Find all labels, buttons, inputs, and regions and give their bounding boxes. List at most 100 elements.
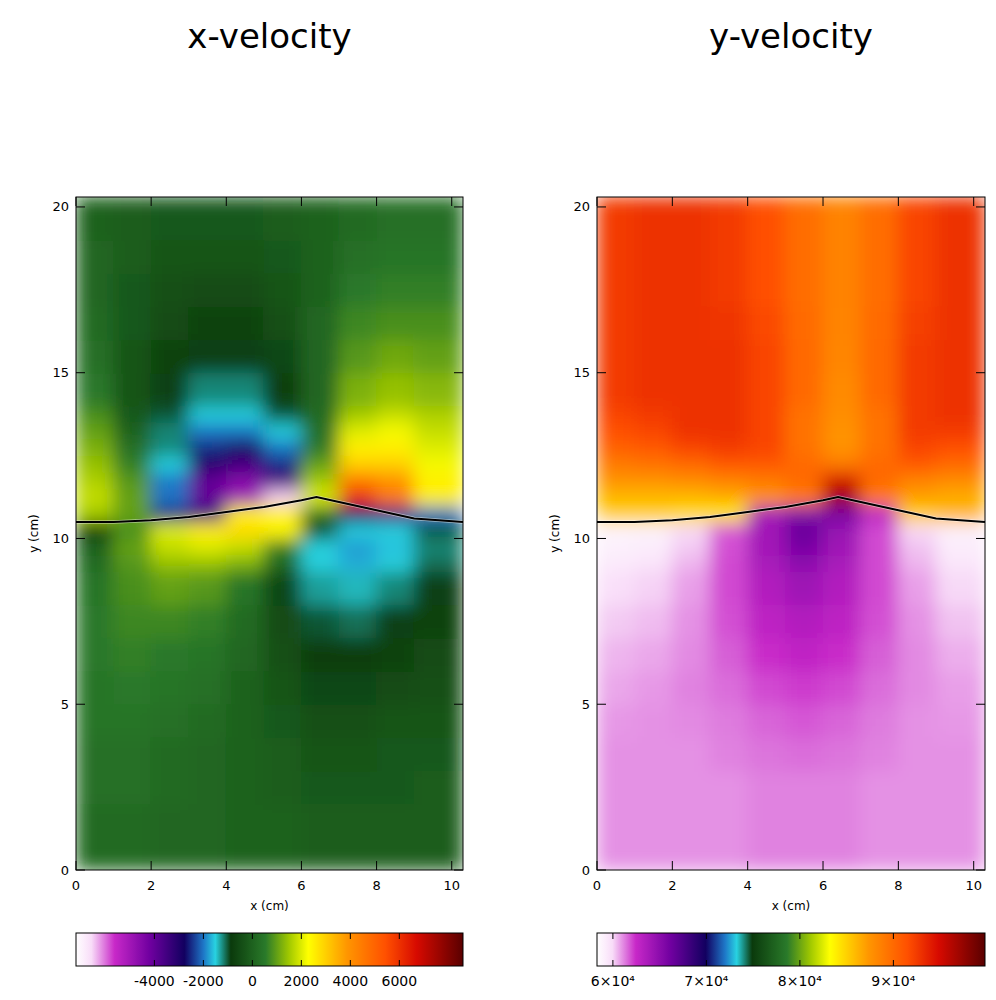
cell <box>936 637 985 671</box>
cell <box>860 439 899 457</box>
cell <box>414 671 463 705</box>
cell <box>860 770 899 804</box>
cell <box>823 339 862 373</box>
cell <box>376 704 415 738</box>
cell <box>188 273 227 307</box>
cell <box>339 455 378 473</box>
cell <box>860 538 899 556</box>
cell <box>672 704 711 738</box>
cell <box>151 372 190 406</box>
cell <box>263 273 302 307</box>
cell <box>226 836 265 870</box>
cell <box>188 521 227 539</box>
cell <box>936 439 985 457</box>
cell <box>414 273 463 307</box>
cell <box>151 422 190 440</box>
cell <box>376 240 415 274</box>
cell <box>113 637 152 671</box>
cell <box>710 439 749 457</box>
y-tick-label: 0 <box>61 863 69 878</box>
cell <box>823 439 862 457</box>
cell <box>113 555 152 573</box>
cell <box>898 472 937 490</box>
y-tick-label: 20 <box>573 199 590 214</box>
cell <box>747 803 786 837</box>
cell <box>785 571 824 605</box>
cell <box>339 555 378 573</box>
cell <box>710 704 749 738</box>
cell <box>414 538 463 556</box>
cell <box>76 737 114 771</box>
cell <box>414 704 463 738</box>
cell <box>898 637 937 671</box>
cell <box>823 836 862 870</box>
cell <box>151 836 190 870</box>
cell <box>860 704 899 738</box>
y-tick-label: 10 <box>573 531 590 546</box>
cell <box>936 836 985 870</box>
cell <box>710 273 749 307</box>
cell <box>414 604 463 638</box>
colorbar-tick-label: -4000 <box>134 973 175 989</box>
y-tick <box>76 870 85 871</box>
cell <box>151 604 190 638</box>
cell <box>823 372 862 406</box>
colorbar-tick <box>301 933 302 939</box>
cell <box>414 521 463 539</box>
cell <box>188 439 227 457</box>
cell <box>226 197 265 241</box>
cell <box>747 521 786 539</box>
cell <box>936 422 985 440</box>
cell <box>263 704 302 738</box>
cell <box>188 671 227 705</box>
cell <box>263 306 302 340</box>
cell <box>226 422 265 440</box>
cell <box>113 836 152 870</box>
cell <box>339 803 378 837</box>
cell <box>860 521 899 539</box>
cell <box>414 555 463 573</box>
cell <box>188 197 227 241</box>
cell <box>226 671 265 705</box>
cell <box>76 488 114 506</box>
cell <box>860 472 899 490</box>
cell <box>188 372 227 406</box>
cell <box>76 555 114 573</box>
cell <box>113 803 152 837</box>
cell <box>747 836 786 870</box>
cell <box>263 571 302 605</box>
cell <box>76 422 114 440</box>
cell <box>113 704 152 738</box>
cell <box>823 538 862 556</box>
figure: 024681005101520x-velocityx (cm)y (cm)-40… <box>0 0 996 1000</box>
cell <box>597 197 635 241</box>
cell <box>747 472 786 490</box>
cell <box>188 836 227 870</box>
cell <box>263 671 302 705</box>
cell <box>634 273 673 307</box>
cell <box>634 422 673 440</box>
cell <box>263 803 302 837</box>
cell <box>672 803 711 837</box>
colorbar-tick-label: 8×10⁴ <box>778 973 822 989</box>
y-tick-label: 15 <box>573 365 590 380</box>
cell <box>597 704 635 738</box>
cell <box>301 439 340 457</box>
cell <box>597 273 635 307</box>
cell <box>936 472 985 490</box>
y-tick <box>976 538 985 539</box>
cell <box>597 306 635 340</box>
panel-title: y-velocity <box>709 16 873 56</box>
cell <box>226 472 265 490</box>
cell <box>113 197 152 241</box>
cell <box>76 637 114 671</box>
cell <box>860 604 899 638</box>
y-tick <box>76 704 85 705</box>
cell <box>860 803 899 837</box>
cell <box>226 538 265 556</box>
cell <box>113 571 152 605</box>
cell <box>414 422 463 440</box>
cell <box>376 555 415 573</box>
cell <box>76 704 114 738</box>
cell <box>301 273 340 307</box>
